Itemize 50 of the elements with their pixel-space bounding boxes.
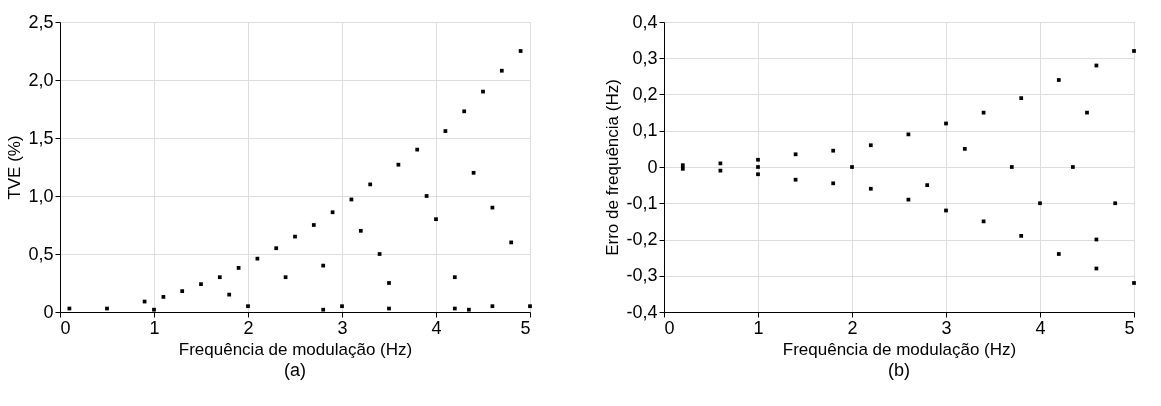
point [246,304,250,309]
y-tick-label: 0,2 [632,84,658,104]
y-tick-label: 0,1 [632,120,658,141]
x-tick-label: 2 [243,317,254,338]
y-tick-label: 0 [43,301,54,322]
y-tick-label: -0,3 [626,265,658,286]
point [217,275,222,280]
x-tick-label: 1 [753,317,764,338]
y-tick-label: -0,4 [626,301,658,322]
point [180,289,185,293]
x-tick-label: 5 [520,317,531,338]
y-tick-label: 0,3 [632,47,658,68]
y-tick-label: 0,5 [28,243,54,264]
text: (b) [888,360,910,380]
x-tick-label: 5 [1124,317,1135,338]
y-tick-label: 0 [647,156,658,177]
x-tick-label: 0 [664,317,675,338]
point [152,307,156,312]
x-tick-label: 3 [941,317,952,338]
x-tick-label: 0 [60,317,71,338]
x-tick-label: 4 [431,317,442,338]
y-tick-label: -0,2 [626,229,658,249]
point [434,217,438,222]
y-axis-title: Erro de frequência (Hz) [603,79,623,256]
x-axis-title: Frequência de modulação (Hz) [782,339,1017,359]
point [462,109,467,114]
y-tick-label: 2,0 [28,69,54,90]
point [467,307,471,312]
point [358,228,363,233]
text: (a) [284,360,306,380]
point [452,275,457,280]
x-axis-title: Frequência de modulação (Hz) [178,339,413,359]
point [199,282,203,287]
point [528,304,532,309]
x-tick-label: 3 [337,317,348,338]
y-tick-label: 0,4 [632,11,658,32]
point [499,68,504,73]
point [274,246,279,251]
point [311,223,316,227]
y-tick-label: 1,0 [28,185,54,206]
point [340,304,344,309]
x-tick-label: 2 [847,317,858,338]
y-tick-label: -0,1 [626,192,658,213]
y-axis-title: TVE (%) [5,135,25,200]
point [321,307,326,312]
y-tick-label: 2,5 [28,11,54,32]
x-tick-label: 1 [149,317,160,338]
y-tick-label: 1,5 [28,127,54,148]
point [387,281,391,285]
x-tick-label: 4 [1035,317,1046,338]
